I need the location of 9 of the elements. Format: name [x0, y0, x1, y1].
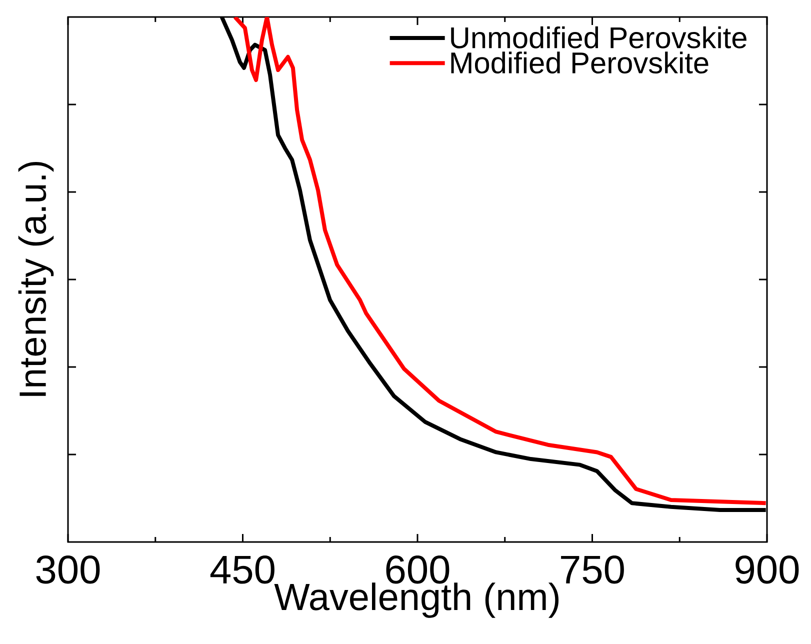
legend-label: Unmodified Perovskite: [451, 26, 746, 48]
x-tick-label: 750: [561, 556, 624, 584]
legend-label: Modified Perovskite: [451, 52, 708, 74]
x-tick-label: 900: [736, 556, 799, 584]
x-axis-title: Wavelength (nm): [274, 582, 559, 618]
y-axis-title: Intensity (a.u.): [18, 162, 54, 396]
x-tick-label: 300: [36, 556, 100, 584]
x-tick-label: 600: [386, 556, 450, 584]
x-tick-label: 450: [210, 556, 274, 584]
